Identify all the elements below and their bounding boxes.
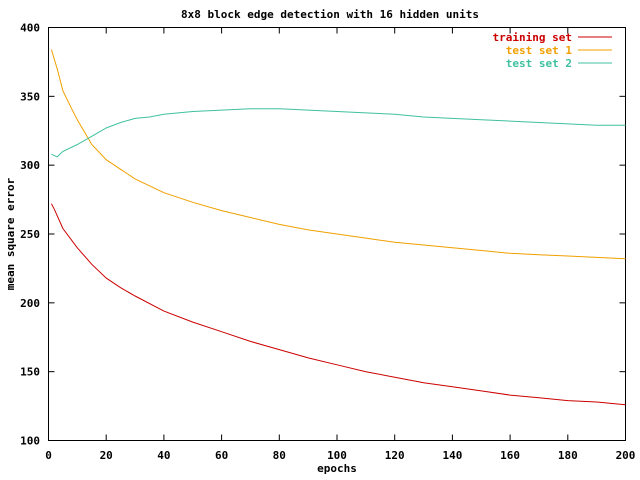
x-tick-label: 180: [558, 449, 578, 462]
y-axis: 100 150 200 250 300 350 400: [20, 22, 626, 448]
series-layer: [50, 49, 626, 406]
x-axis: 0 20 40 60 80 100 120 140 160 180 200: [45, 27, 636, 462]
x-tick-label: 100: [327, 449, 347, 462]
x-tick-label: 60: [215, 449, 228, 462]
y-axis-label: mean square error: [4, 177, 17, 290]
legend-label-training-set: training set: [493, 31, 572, 44]
chart-title: 8x8 block edge detection with 16 hidden …: [181, 8, 479, 21]
x-axis-label: epochs: [317, 462, 357, 475]
legend-label-test-set-2: test set 2: [506, 57, 572, 70]
x-tick-label: 200: [616, 449, 636, 462]
x-tick-label: 0: [45, 449, 52, 462]
y-tick-label: 200: [20, 297, 40, 310]
x-tick-label: 80: [273, 449, 286, 462]
y-tick-label: 300: [20, 159, 40, 172]
legend-label-test-set-1: test set 1: [506, 44, 573, 57]
x-tick-label: 120: [385, 449, 405, 462]
y-tick-label: 250: [20, 228, 40, 241]
x-tick-label: 40: [157, 449, 170, 462]
series-line-test-set-2: [51, 108, 626, 158]
x-tick-label: 140: [442, 449, 462, 462]
x-tick-label: 160: [500, 449, 520, 462]
y-tick-label: 150: [20, 366, 40, 379]
y-tick-label: 100: [20, 435, 40, 448]
series-line-training-set: [50, 203, 626, 406]
y-tick-label: 400: [20, 22, 40, 35]
x-tick-label: 20: [100, 449, 113, 462]
series-line-test-set-1: [50, 49, 626, 260]
y-tick-label: 350: [20, 90, 40, 103]
